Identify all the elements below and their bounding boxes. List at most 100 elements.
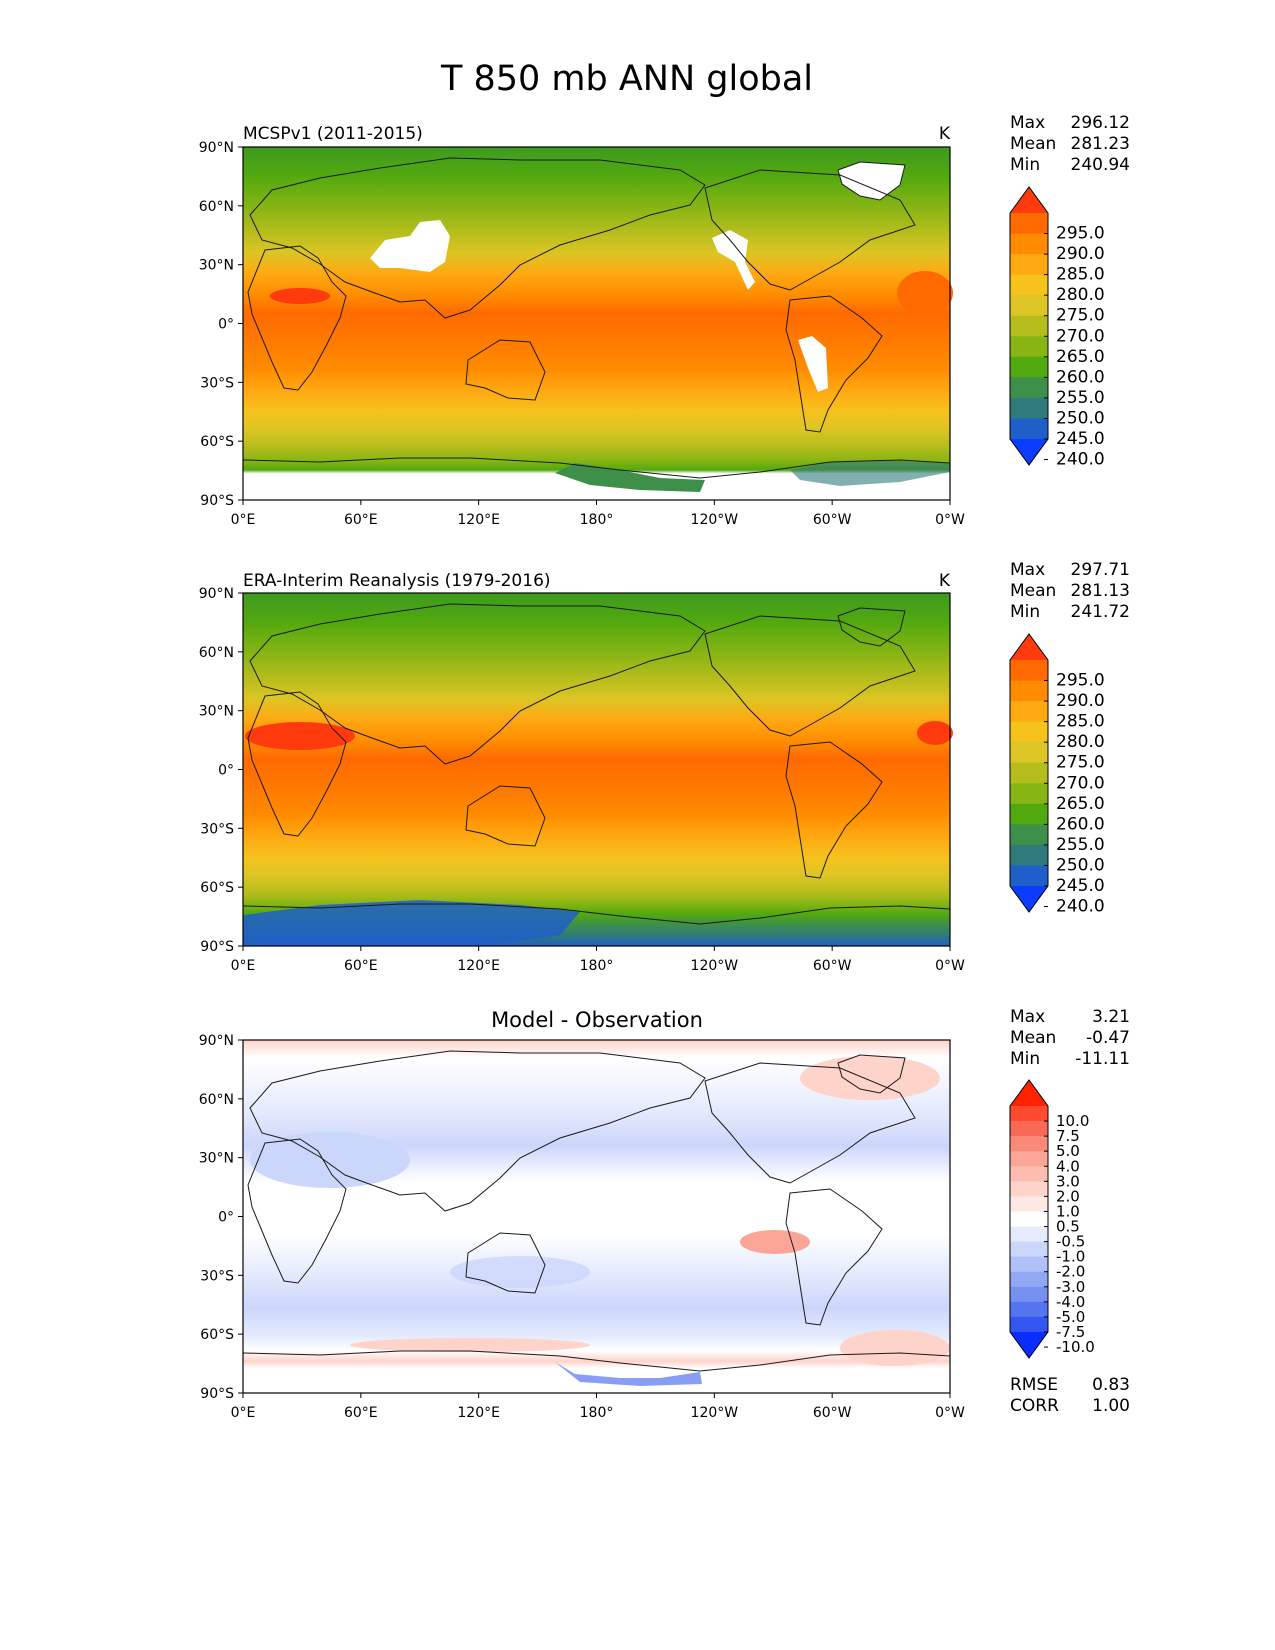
lat-tick-label: 30°S [200, 375, 234, 391]
difference-stat-max-value: 3.21 [1092, 1007, 1130, 1027]
colorbar-label: 245.0 [1056, 429, 1105, 449]
lon-tick-label: 0°W [935, 1405, 965, 1421]
panel-observation-units: K [939, 571, 951, 591]
colorbar-segment [1010, 1106, 1048, 1122]
model-colorbar: 295.0290.0285.0280.0275.0270.0265.0260.0… [1009, 186, 1105, 470]
model-stat-min-label: Min [1010, 155, 1040, 175]
colorbar-label: 265.0 [1056, 347, 1105, 367]
lat-tick-label: 90°S [200, 493, 234, 509]
observation-lon-axis: 0°E 60°E 120°E 180° 120°W 60°W 0°W [231, 946, 965, 974]
colorbar-label: 10.0 [1056, 1112, 1089, 1130]
colorbar-segment [1010, 1271, 1048, 1288]
panel-model-map [242, 146, 953, 501]
model-missing-tibet [370, 220, 450, 272]
colorbar-label: 270.0 [1056, 326, 1105, 346]
colorbar-label: 260.0 [1056, 367, 1105, 387]
model-coast-eurasia [249, 157, 706, 319]
lon-tick-label: 0°E [231, 958, 256, 974]
colorbar-label: 250.0 [1056, 855, 1105, 875]
lon-tick-label: 0°E [231, 512, 256, 528]
difference-lon-axis: 0°E 60°E 120°E 180° 120°W 60°W 0°W [231, 1393, 965, 1421]
observation-stat-min-label: Min [1010, 602, 1040, 622]
lat-tick-label: 90°S [200, 1386, 234, 1402]
colorbar-label: 3.0 [1056, 1172, 1080, 1190]
difference-warm-southern-indian [350, 1338, 590, 1352]
observation-stats: Max 297.71 Mean 281.13 Min 241.72 [1010, 560, 1130, 622]
observation-lat-axis: 90°N 60°N 30°N 0° 30°S 60°S 90°S [199, 586, 243, 955]
difference-coast-australia [465, 1232, 546, 1294]
lon-tick-label: 120°W [691, 1405, 739, 1421]
lon-tick-label: 180° [580, 512, 614, 528]
colorbar-extend-min [1010, 439, 1048, 465]
colorbar-segment [1010, 865, 1048, 887]
colorbar-label: 285.0 [1056, 712, 1105, 732]
colorbar-label: 0.5 [1056, 1218, 1080, 1236]
colorbar-segment [1010, 213, 1048, 235]
observation-stat-mean-value: 281.13 [1071, 581, 1130, 601]
lat-tick-label: 90°N [199, 586, 234, 602]
observation-coastlines [242, 603, 951, 925]
colorbar-segment [1010, 762, 1048, 784]
difference-corr-label: CORR [1010, 1396, 1059, 1416]
panel-difference-map [242, 1039, 951, 1394]
lat-tick-label: 60°S [200, 1327, 234, 1343]
colorbar-segment [1010, 295, 1048, 317]
colorbar-label: -3.0 [1056, 1278, 1085, 1296]
lat-tick-label: 90°N [199, 140, 234, 156]
colorbar-segment [1010, 1286, 1048, 1303]
difference-stat-mean-value: -0.47 [1086, 1028, 1130, 1048]
colorbar-label: 250.0 [1056, 408, 1105, 428]
lon-tick-label: 60°E [344, 512, 378, 528]
model-missing-greenland [838, 162, 905, 200]
difference-coast-eurasia [249, 1050, 706, 1212]
colorbar-label: -7.5 [1056, 1323, 1085, 1341]
colorbar-segment [1010, 1256, 1048, 1273]
colorbar-label: -2.0 [1056, 1263, 1085, 1281]
colorbar-segment [1010, 233, 1048, 255]
colorbar-label: 275.0 [1056, 306, 1105, 326]
panel-observation-map [242, 592, 953, 947]
difference-rmse-label: RMSE [1010, 1375, 1058, 1395]
colorbar-label: 255.0 [1056, 388, 1105, 408]
observation-coast-antarctica [242, 903, 951, 925]
observation-stat-max-label: Max [1010, 560, 1045, 580]
colorbar-label: 1.0 [1056, 1202, 1080, 1220]
difference-colorbar: 10.07.55.04.03.02.01.00.5-0.5-1.0-2.0-3.… [1009, 1079, 1095, 1359]
colorbar-extend-max [1010, 1080, 1048, 1106]
observation-coast-north-america [704, 615, 916, 737]
colorbar-segment [1010, 254, 1048, 276]
panel-model-units: K [939, 124, 951, 144]
lon-tick-label: 60°E [344, 958, 378, 974]
lat-tick-label: 60°N [199, 645, 234, 661]
colorbar-extend-min [1010, 886, 1048, 912]
observation-warm-core-atlantic [917, 721, 953, 745]
model-stat-mean-label: Mean [1010, 134, 1056, 154]
colorbar-segment [1010, 783, 1048, 805]
colorbar-label: 2.0 [1056, 1187, 1080, 1205]
lat-tick-label: 30°N [199, 704, 234, 720]
colorbar-segment [1010, 356, 1048, 378]
lat-tick-label: 60°S [200, 880, 234, 896]
lon-tick-label: 60°W [813, 958, 852, 974]
difference-cool-arabia [250, 1132, 410, 1188]
colorbar-segment [1010, 1166, 1048, 1182]
panel-model-title: MCSPv1 (2011-2015) [243, 124, 423, 144]
difference-coast-south-america [785, 1188, 883, 1326]
difference-warm-southern [840, 1330, 950, 1366]
colorbar-label: 270.0 [1056, 773, 1105, 793]
model-warm-core-africa [270, 288, 330, 304]
colorbar-label: 265.0 [1056, 794, 1105, 814]
colorbar-label: -4.0 [1056, 1293, 1085, 1311]
lat-tick-label: 60°S [200, 434, 234, 450]
panel-difference-title: Model - Observation [491, 1008, 703, 1032]
lat-tick-label: 0° [218, 317, 234, 333]
difference-corr-value: 1.00 [1092, 1396, 1130, 1416]
observation-coast-greenland [837, 607, 906, 647]
difference-field [243, 1040, 950, 1393]
difference-cool-indian [450, 1256, 590, 1288]
model-missing-rockies [712, 230, 755, 290]
lon-tick-label: 180° [580, 1405, 614, 1421]
colorbar-label: 240.0 [1056, 450, 1105, 470]
lat-tick-label: 90°S [200, 939, 234, 955]
lat-tick-label: 60°N [199, 199, 234, 215]
